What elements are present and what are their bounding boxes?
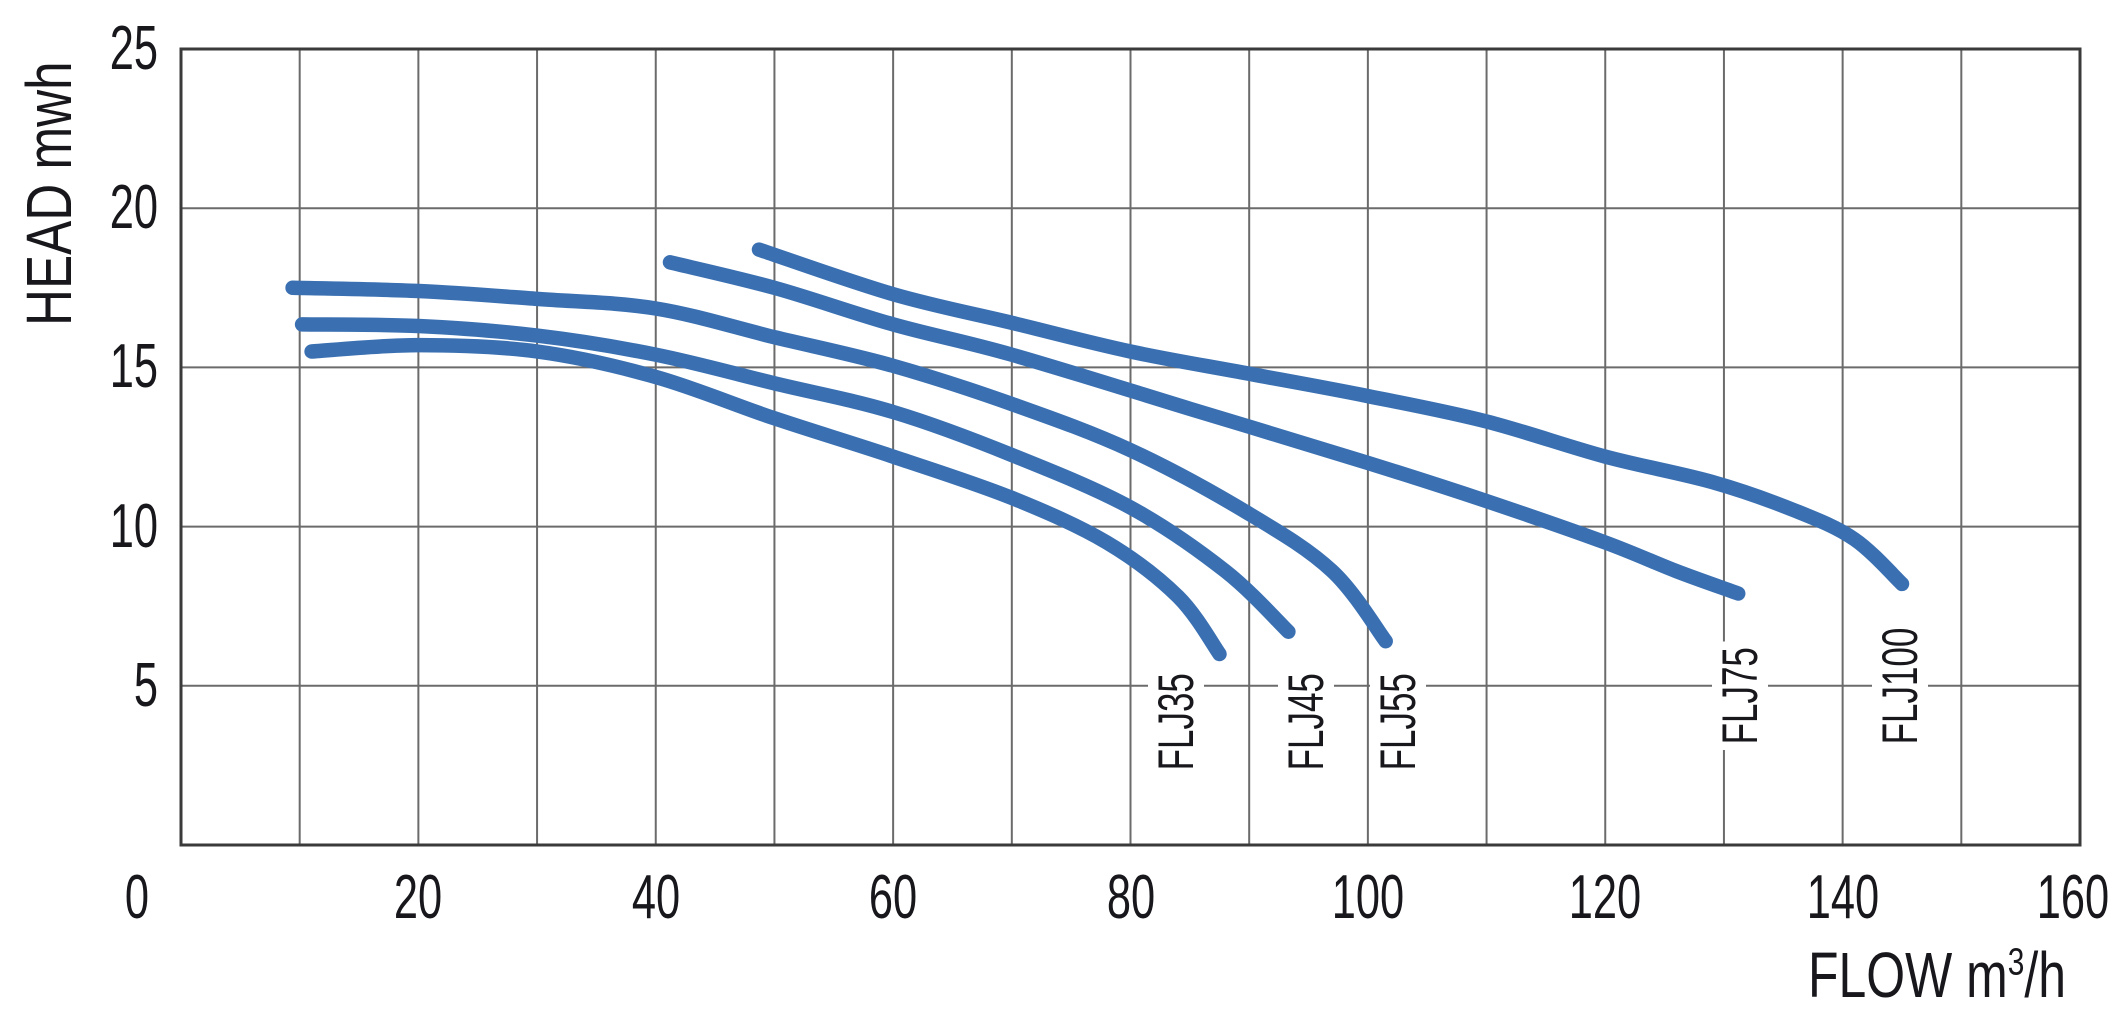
x-axis-title-superscript: 3	[2007, 940, 2025, 984]
plot-border	[179, 47, 2082, 847]
x-tick-label-140: 140	[1806, 863, 1879, 932]
x-tick-label-160: 160	[2036, 863, 2110, 932]
curve-label-FLJ45: FLJ45	[1278, 667, 1334, 776]
x-tick-label-80: 80	[1106, 863, 1155, 932]
y-tick-label-15: 15	[109, 332, 158, 402]
curve-label-FLJ55: FLJ55	[1370, 667, 1426, 776]
x-tick-label-20: 20	[394, 863, 443, 932]
y-tick-label-20: 20	[109, 173, 158, 243]
x-tick-label-100: 100	[1331, 863, 1405, 932]
y-tick-label-5: 5	[133, 650, 158, 720]
curve-FLJ100	[751, 242, 1910, 592]
curve-FLJ55	[285, 280, 1393, 649]
curve-FLJ45	[294, 317, 1296, 639]
x-axis-title: FLOW m3/h	[1738, 938, 2066, 1012]
y-tick-label-25: 25	[109, 14, 158, 83]
curve-label-FLJ35: FLJ35	[1148, 667, 1204, 776]
x-tick-label-120: 120	[1569, 863, 1642, 932]
curve-FLJ75	[662, 255, 1746, 601]
y-tick-label-10: 10	[109, 491, 158, 561]
curve-label-FLJ75: FLJ75	[1712, 641, 1768, 750]
x-axis-title-prefix: FLOW m	[1808, 939, 2008, 1011]
x-tick-label-0: 0	[124, 863, 150, 932]
curve-label-FLJ100: FLJ100	[1872, 622, 1928, 750]
x-axis-title-suffix: /h	[2024, 939, 2066, 1011]
curve-FLJ35	[304, 337, 1227, 662]
x-tick-label-60: 60	[868, 863, 918, 932]
x-tick-label-40: 40	[631, 863, 680, 932]
